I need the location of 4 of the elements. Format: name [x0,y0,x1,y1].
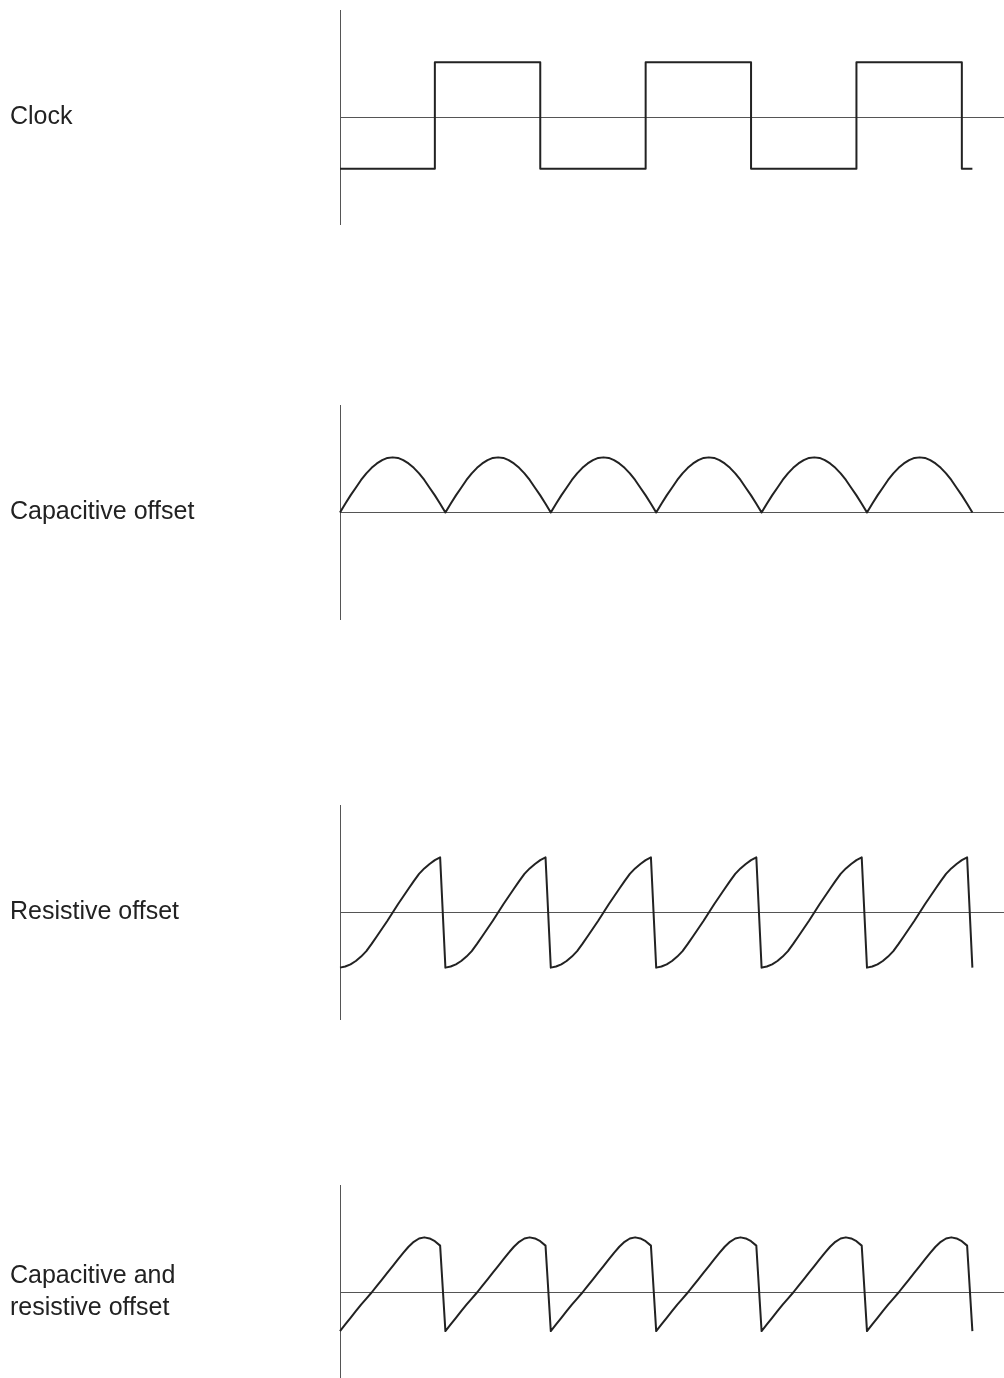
y-axis-title: Capacitive and resistive offset [10,1260,176,1321]
y-axis-title: Capacitive offset [10,496,195,525]
y-axis-title: Clock [10,101,74,130]
y-axis-title: Resistive offset [10,896,180,925]
